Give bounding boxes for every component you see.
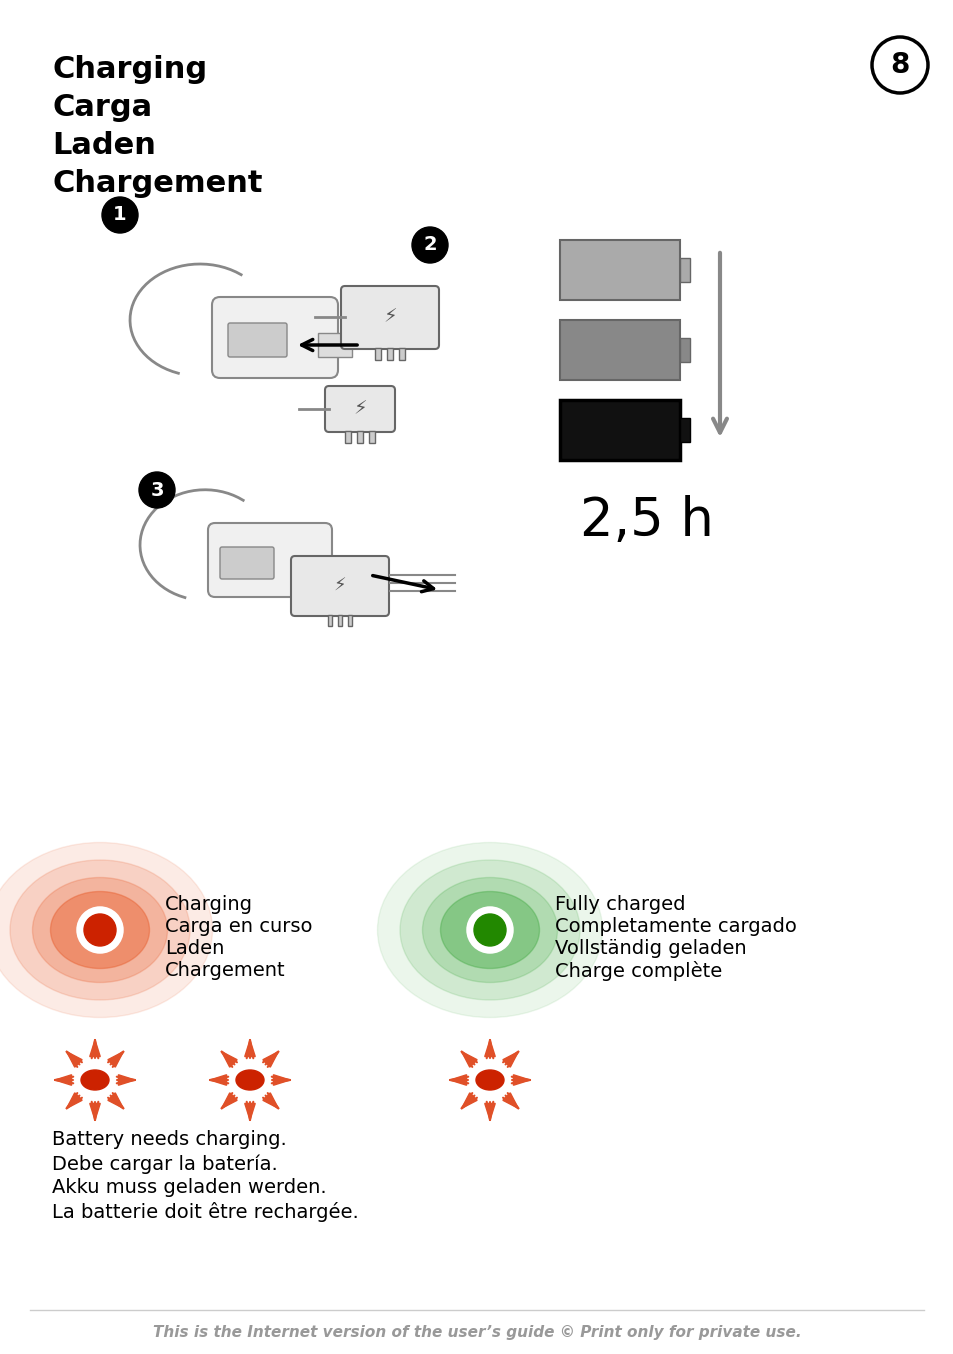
Text: Carga en curso: Carga en curso [165, 917, 313, 936]
FancyBboxPatch shape [369, 431, 375, 443]
Polygon shape [450, 1075, 466, 1086]
Polygon shape [108, 1052, 123, 1067]
Ellipse shape [0, 842, 213, 1017]
Text: Debe cargar la batería.: Debe cargar la batería. [52, 1154, 277, 1174]
FancyBboxPatch shape [348, 615, 352, 626]
Ellipse shape [10, 860, 190, 1001]
Ellipse shape [235, 1070, 264, 1090]
Text: Laden: Laden [52, 131, 155, 160]
Polygon shape [55, 1075, 71, 1086]
Text: ⚡: ⚡ [383, 307, 396, 326]
FancyBboxPatch shape [356, 431, 363, 443]
Circle shape [412, 227, 448, 263]
FancyBboxPatch shape [559, 399, 679, 460]
Text: 3: 3 [150, 481, 164, 500]
Polygon shape [245, 1104, 255, 1120]
FancyBboxPatch shape [679, 259, 689, 282]
FancyBboxPatch shape [679, 418, 689, 441]
Polygon shape [221, 1052, 237, 1067]
FancyBboxPatch shape [328, 615, 332, 626]
Text: This is the Internet version of the user’s guide © Print only for private use.: This is the Internet version of the user… [152, 1326, 801, 1340]
Text: Chargement: Chargement [165, 961, 285, 980]
Ellipse shape [51, 891, 150, 968]
Ellipse shape [32, 877, 168, 983]
Polygon shape [67, 1093, 82, 1109]
Text: Charging: Charging [52, 56, 207, 84]
Polygon shape [274, 1075, 290, 1086]
FancyBboxPatch shape [291, 556, 389, 616]
FancyBboxPatch shape [559, 240, 679, 301]
Polygon shape [484, 1040, 495, 1056]
Text: Laden: Laden [165, 940, 224, 959]
Polygon shape [263, 1052, 278, 1067]
Circle shape [102, 196, 138, 233]
FancyBboxPatch shape [345, 431, 351, 443]
Polygon shape [502, 1052, 517, 1067]
FancyBboxPatch shape [337, 615, 341, 626]
Polygon shape [484, 1104, 495, 1120]
Ellipse shape [476, 1070, 503, 1090]
Text: Completamente cargado: Completamente cargado [555, 917, 796, 936]
FancyBboxPatch shape [387, 348, 393, 360]
Text: Fully charged: Fully charged [555, 895, 685, 914]
Polygon shape [90, 1040, 100, 1056]
Circle shape [474, 914, 505, 946]
Ellipse shape [81, 1070, 109, 1090]
Polygon shape [67, 1052, 82, 1067]
Text: 1: 1 [113, 206, 127, 225]
FancyBboxPatch shape [559, 320, 679, 380]
FancyBboxPatch shape [340, 286, 438, 349]
FancyBboxPatch shape [228, 324, 287, 357]
Circle shape [84, 914, 116, 946]
FancyBboxPatch shape [375, 348, 380, 360]
Text: ⚡: ⚡ [353, 399, 367, 418]
Circle shape [468, 909, 512, 952]
Ellipse shape [399, 860, 579, 1001]
Polygon shape [263, 1093, 278, 1109]
Text: Battery needs charging.: Battery needs charging. [52, 1131, 287, 1150]
Text: Carga: Carga [52, 93, 152, 122]
Polygon shape [221, 1093, 237, 1109]
Ellipse shape [377, 842, 602, 1017]
Polygon shape [513, 1075, 530, 1086]
Text: Akku muss geladen werden.: Akku muss geladen werden. [52, 1178, 326, 1197]
Text: Chargement: Chargement [52, 169, 262, 198]
Circle shape [871, 37, 927, 93]
FancyBboxPatch shape [325, 386, 395, 432]
Text: 2: 2 [423, 236, 436, 255]
Polygon shape [108, 1093, 123, 1109]
Text: Charge complète: Charge complète [555, 961, 721, 982]
Polygon shape [245, 1040, 255, 1056]
Circle shape [139, 473, 174, 508]
Polygon shape [502, 1093, 517, 1109]
Text: ⚡: ⚡ [334, 577, 346, 594]
Ellipse shape [440, 891, 539, 968]
FancyBboxPatch shape [398, 348, 405, 360]
FancyBboxPatch shape [317, 333, 352, 357]
Text: Charging: Charging [165, 895, 253, 914]
Text: La batterie doit être rechargée.: La batterie doit être rechargée. [52, 1202, 358, 1223]
Text: 2,5 h: 2,5 h [579, 496, 713, 547]
Text: Vollständig geladen: Vollständig geladen [555, 940, 746, 959]
Polygon shape [461, 1052, 476, 1067]
Polygon shape [210, 1075, 227, 1086]
FancyBboxPatch shape [208, 523, 332, 597]
Polygon shape [461, 1093, 476, 1109]
FancyBboxPatch shape [212, 297, 337, 378]
Circle shape [78, 909, 122, 952]
Polygon shape [118, 1075, 135, 1086]
Text: 8: 8 [889, 51, 909, 79]
FancyBboxPatch shape [220, 547, 274, 580]
Polygon shape [90, 1104, 100, 1120]
Ellipse shape [422, 877, 557, 983]
FancyBboxPatch shape [679, 338, 689, 362]
